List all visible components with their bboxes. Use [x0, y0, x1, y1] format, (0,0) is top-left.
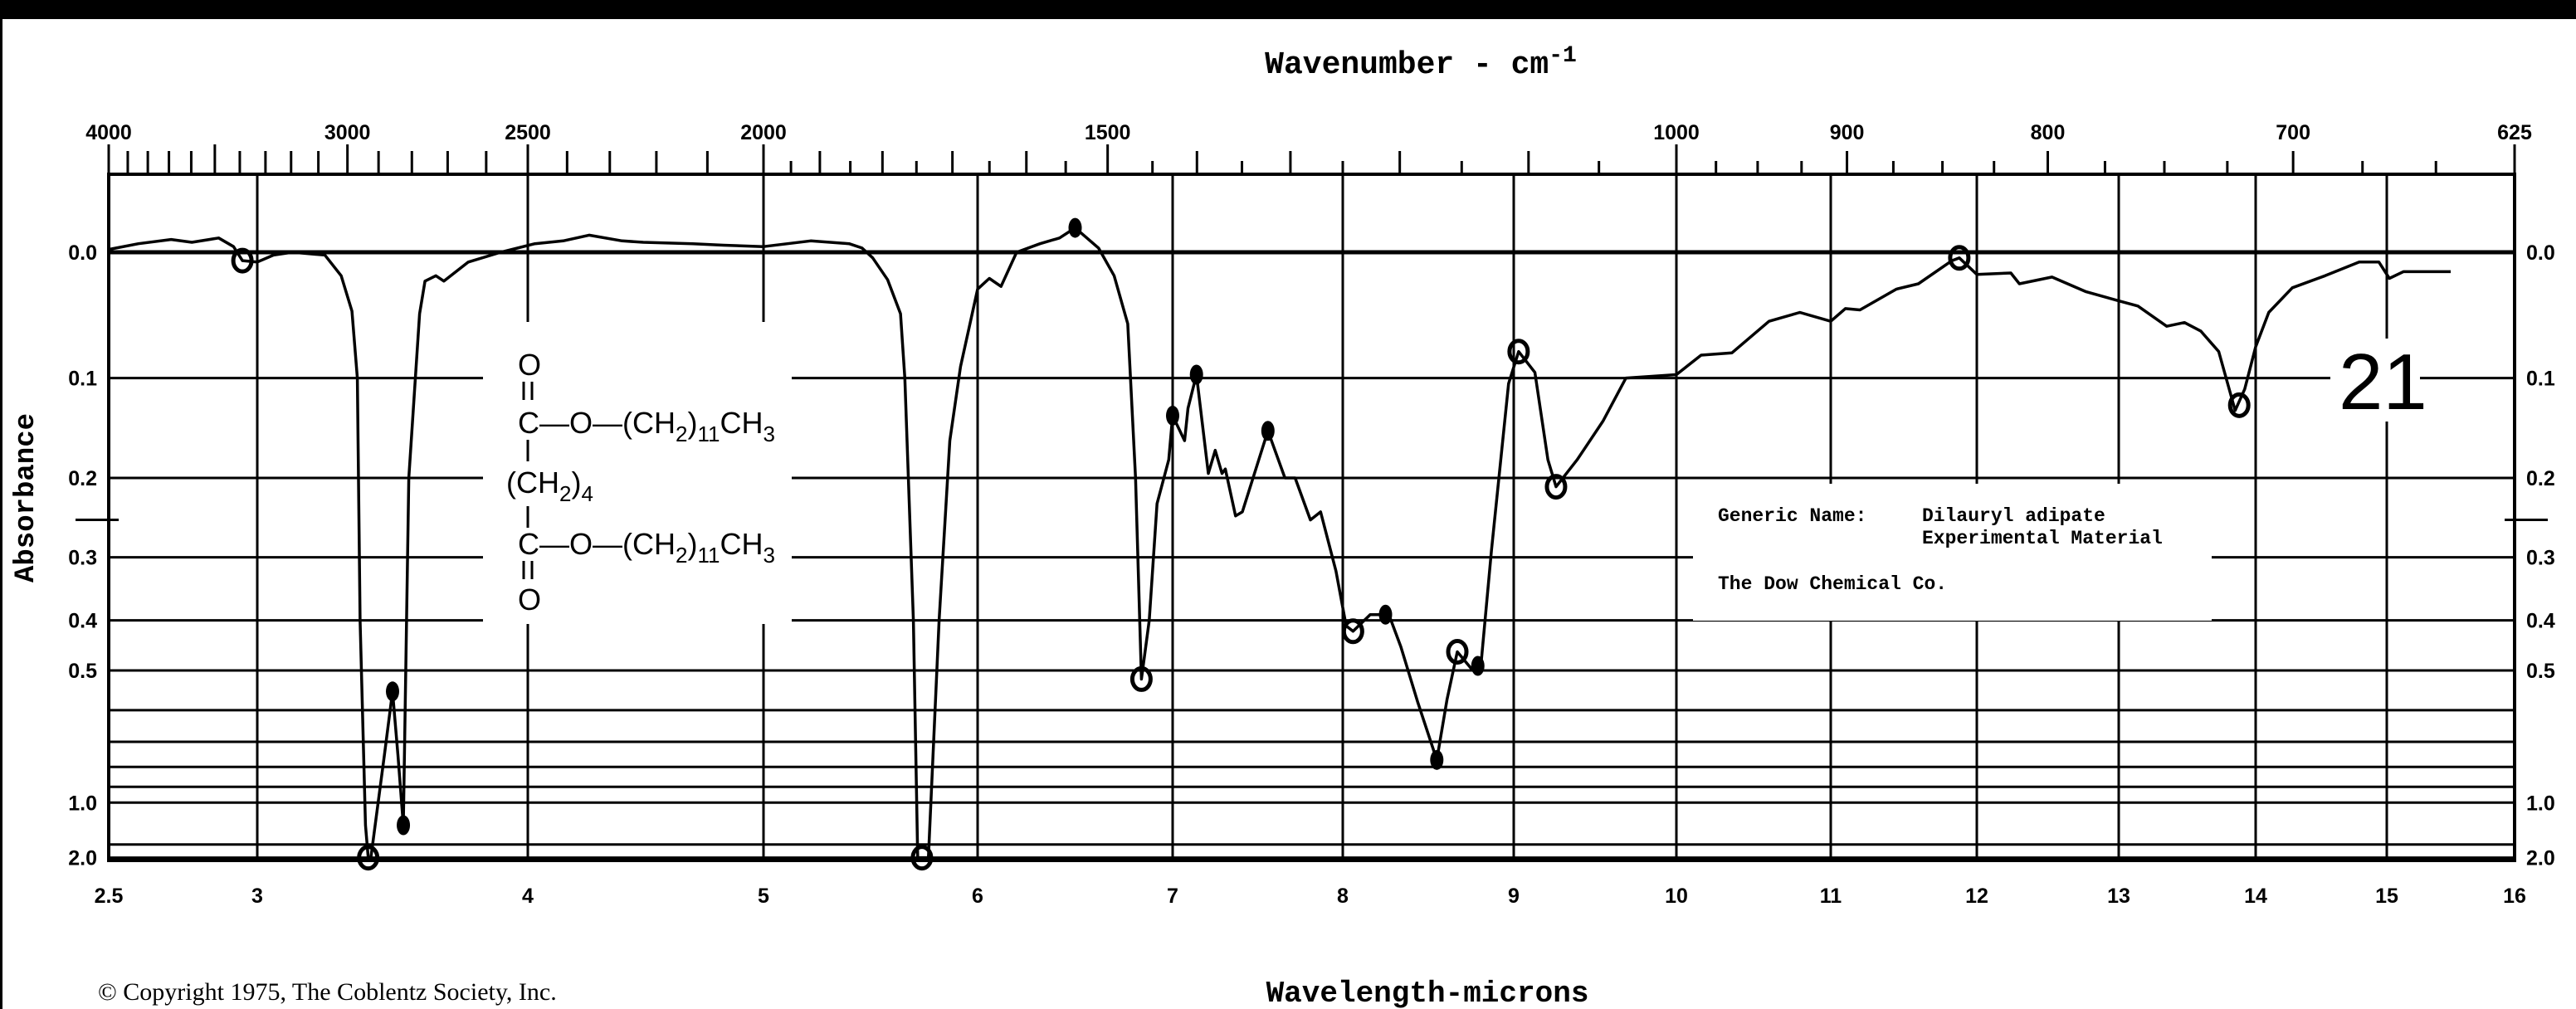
peak-markers: [231, 217, 2251, 871]
wavelength-tick-label: 16: [2503, 885, 2526, 908]
absorbance-tick-label-right: 0.0: [2526, 241, 2555, 265]
structural-formula: O C—O—(CH2)11CH3 (CH2)4 C—O—(CH2)11CH3 O: [506, 348, 775, 617]
generic-name-label: Generic Name:: [1718, 505, 1866, 527]
wavelength-tick-label: 9: [1508, 885, 1520, 908]
wavelength-tick-label: 13: [2107, 885, 2130, 908]
open-circle-marker: [910, 845, 934, 871]
wavelength-tick-label: 4: [522, 885, 534, 908]
open-circle-marker: [1341, 618, 1364, 645]
absorbance-tick-label-right: 0.4: [2526, 610, 2555, 633]
wavelength-tick-label: 11: [1820, 885, 1842, 908]
formula-ester-line-2: C—O—(CH2)11CH3: [518, 527, 775, 568]
chart-number-box: [2330, 339, 2420, 422]
filled-dot-marker: [386, 681, 399, 702]
wavelength-tick-label: 10: [1665, 885, 1688, 908]
absorbance-tick-label-right: 1.0: [2526, 792, 2555, 815]
absorbance-tick-label-left: 0.4: [68, 610, 97, 633]
open-circle-marker: [231, 247, 254, 274]
wavelength-tick-label: 6: [972, 885, 983, 908]
filled-dot-marker: [1068, 217, 1082, 238]
wavelength-axis-labels: 2.5 3 4 5 6 7 8 9 10 11 12 13 14 15 16: [95, 885, 2526, 908]
absorbance-tick-label-left: 2.0: [68, 847, 97, 870]
compound-info: Generic Name: Dilauryl adipate Experimen…: [1718, 505, 2163, 595]
wavelength-tick-label: 12: [1965, 885, 1988, 908]
wavenumber-tick-label: 1000: [1653, 121, 1700, 144]
wavenumber-tick-label: 3000: [324, 121, 371, 144]
wavenumber-tick-label: 1500: [1085, 121, 1131, 144]
wavenumber-tick-label: 900: [1830, 121, 1865, 144]
filled-dot-marker: [1166, 405, 1179, 426]
wavelength-tick-label: 3: [251, 885, 263, 908]
absorbance-tick-label-left: 0.5: [68, 660, 97, 683]
experimental-note: Experimental Material: [1922, 528, 2163, 549]
generic-name-value: Dilauryl adipate: [1922, 505, 2105, 527]
filled-dot-marker: [1261, 421, 1275, 441]
open-circle-marker: [1507, 339, 1530, 365]
filled-dot-marker: [1378, 604, 1393, 625]
absorbance-tick-label-right: 0.1: [2526, 368, 2555, 391]
absorbance-tick-label-left: 0.3: [68, 547, 97, 570]
wavenumber-tick-label: 625: [2497, 121, 2532, 144]
top-black-bar: [0, 0, 2576, 19]
open-circle-marker: [1948, 245, 1971, 271]
absorbance-tick-label-left: 0.1: [68, 368, 97, 391]
company-name: The Dow Chemical Co.: [1718, 573, 1947, 595]
absorbance-tick-label-right: 2.0: [2526, 847, 2555, 870]
structure-box: [483, 322, 792, 624]
open-circle-marker: [357, 845, 380, 871]
filled-dot-marker: [397, 815, 411, 836]
wavelength-tick-label: 2.5: [95, 885, 124, 908]
absorbance-tick-label-right: 0.5: [2526, 660, 2555, 683]
chart-title: Wavenumber - cm-1: [1265, 43, 1577, 83]
formula-bottom-oxygen: O: [518, 582, 541, 617]
absorbance-tick-label-left: 1.0: [68, 792, 97, 815]
formula-top-oxygen: O: [518, 348, 541, 382]
wavelength-tick-label: 15: [2375, 885, 2398, 908]
left-black-edge: [0, 0, 2, 1009]
info-box: [1693, 484, 2212, 621]
wavenumber-tick-label: 2000: [740, 121, 787, 144]
spectrum-line: [108, 226, 2451, 860]
open-circle-marker: [2227, 392, 2251, 418]
filled-dot-marker: [1430, 749, 1444, 770]
open-circle-marker: [1129, 665, 1153, 692]
x-axis-label: Wavelength-microns: [1266, 977, 1589, 1009]
wavenumber-tick-label: 4000: [85, 121, 132, 144]
wavelength-tick-label: 7: [1167, 885, 1178, 908]
absorbance-tick-label-left: 0.2: [68, 467, 97, 490]
wavenumber-axis: 4000 3000 2500 2000 1500 1000 900 800 700 625: [85, 121, 2532, 174]
y-axis-label: Absorbance: [11, 413, 42, 582]
absorbance-axis-labels: 0.0 0.0 0.1 0.1 0.2 0.2 0.3 0.3 0.4 0.4 0.5 0.5 1.0 1…: [68, 241, 2555, 870]
formula-chain: (CH2)4: [506, 466, 593, 506]
wavenumber-tick-label: 700: [2276, 121, 2310, 144]
chart-number: 21: [2339, 338, 2427, 427]
absorbance-tick-label-right: 0.3: [2526, 547, 2555, 570]
open-circle-marker: [1446, 638, 1469, 665]
title-superscript: -1: [1549, 43, 1577, 69]
absorbance-tick-label-left: 0.0: [68, 241, 97, 265]
filled-dot-marker: [1189, 364, 1203, 385]
wavenumber-tick-label: 800: [2031, 121, 2066, 144]
open-circle-marker: [1544, 474, 1568, 500]
wavenumber-tick-label: 2500: [505, 121, 551, 144]
absorbance-tick-label-right: 0.2: [2526, 467, 2555, 490]
copyright-notice: © Copyright 1975, The Coblentz Society, …: [98, 978, 557, 1006]
wavelength-tick-label: 14: [2244, 885, 2267, 908]
spectrum-curve-group: [108, 226, 2451, 860]
wavelength-tick-label: 8: [1337, 885, 1349, 908]
wavelength-tick-label: 5: [758, 885, 769, 908]
filled-dot-marker: [1471, 656, 1485, 676]
formula-ester-line-1: C—O—(CH2)11CH3: [518, 406, 775, 446]
